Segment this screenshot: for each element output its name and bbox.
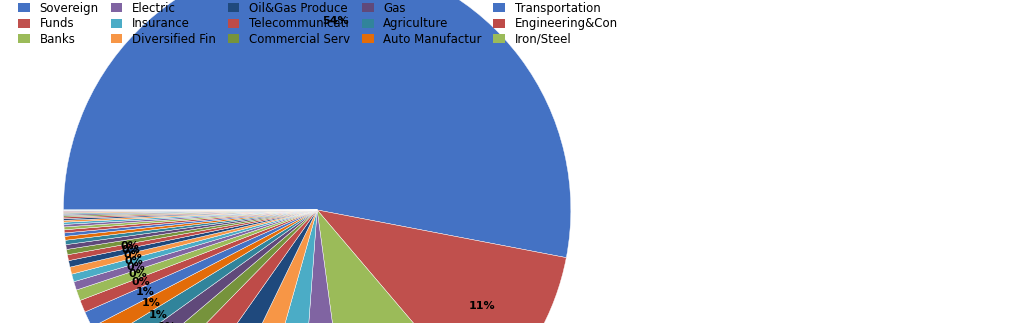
- Wedge shape: [171, 210, 317, 323]
- Wedge shape: [65, 210, 317, 249]
- Wedge shape: [100, 210, 317, 323]
- Text: 1%: 1%: [158, 322, 177, 323]
- Legend: Sovereign, Funds, Banks, Electric, Insurance, Diversified Fin, Oil&Gas Produce, : Sovereign, Funds, Banks, Electric, Insur…: [16, 0, 620, 48]
- Wedge shape: [64, 210, 317, 230]
- Wedge shape: [69, 210, 317, 267]
- Wedge shape: [317, 210, 482, 323]
- Wedge shape: [65, 210, 317, 245]
- Wedge shape: [63, 210, 317, 211]
- Text: 0%: 0%: [132, 277, 150, 287]
- Wedge shape: [63, 210, 317, 222]
- Wedge shape: [92, 210, 317, 323]
- Wedge shape: [74, 210, 317, 290]
- Wedge shape: [80, 210, 317, 312]
- Text: 1%: 1%: [136, 287, 154, 297]
- Text: 11%: 11%: [469, 301, 495, 311]
- Wedge shape: [63, 210, 317, 212]
- Wedge shape: [63, 210, 317, 219]
- Wedge shape: [207, 210, 317, 323]
- Text: 0%: 0%: [126, 262, 145, 272]
- Wedge shape: [63, 210, 317, 220]
- Wedge shape: [63, 210, 317, 212]
- Wedge shape: [63, 210, 317, 213]
- Text: 0%: 0%: [121, 241, 139, 251]
- Wedge shape: [70, 210, 317, 274]
- Text: 54%: 54%: [322, 16, 349, 26]
- Wedge shape: [64, 210, 317, 240]
- Wedge shape: [72, 210, 317, 282]
- Wedge shape: [317, 210, 567, 323]
- Wedge shape: [124, 210, 317, 323]
- Text: 0%: 0%: [122, 245, 140, 255]
- Wedge shape: [63, 210, 317, 224]
- Wedge shape: [249, 210, 317, 323]
- Wedge shape: [63, 210, 317, 217]
- Wedge shape: [77, 210, 317, 300]
- Text: 0%: 0%: [123, 250, 142, 260]
- Text: 0%: 0%: [125, 256, 143, 266]
- Wedge shape: [63, 0, 571, 258]
- Wedge shape: [66, 210, 317, 255]
- Wedge shape: [64, 210, 317, 236]
- Wedge shape: [85, 210, 317, 323]
- Wedge shape: [299, 210, 351, 323]
- Wedge shape: [63, 210, 317, 214]
- Wedge shape: [63, 210, 317, 216]
- Wedge shape: [68, 210, 317, 261]
- Wedge shape: [112, 210, 317, 323]
- Wedge shape: [140, 210, 317, 323]
- Wedge shape: [63, 210, 317, 227]
- Text: 1%: 1%: [149, 310, 168, 320]
- Wedge shape: [64, 210, 317, 233]
- Text: 1%: 1%: [142, 298, 161, 308]
- Text: 0%: 0%: [129, 269, 147, 279]
